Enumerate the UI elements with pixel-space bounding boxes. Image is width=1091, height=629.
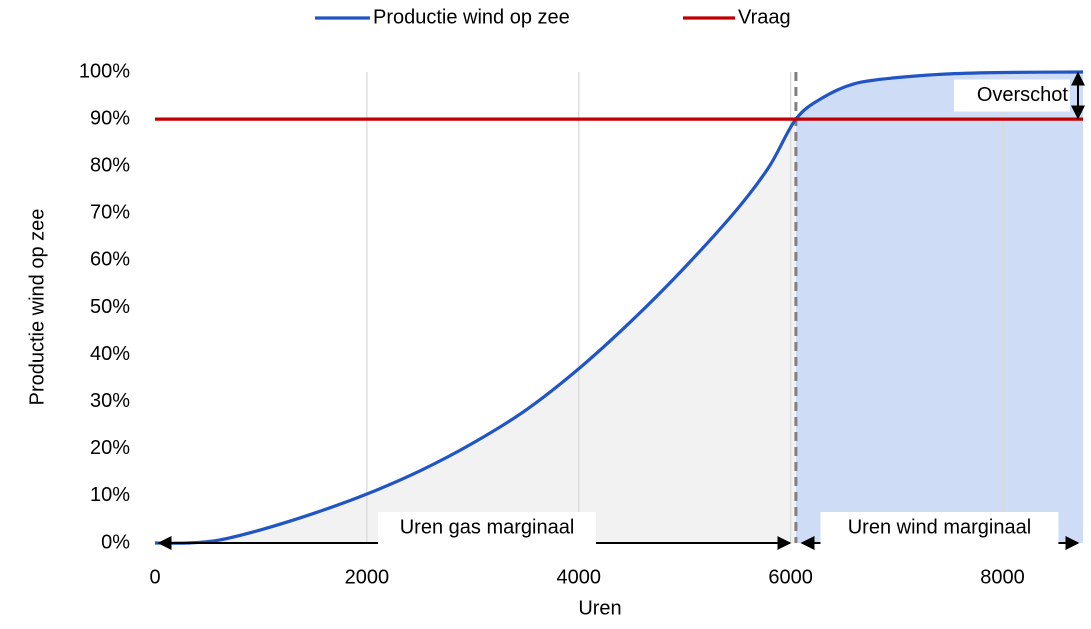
gas-area [155, 119, 796, 544]
series-line [154, 70, 1084, 545]
annotation-text: Uren wind marginaal [848, 516, 1031, 538]
y-tick-label: 0% [101, 531, 130, 553]
annotation-box [378, 512, 596, 544]
legend-label: Vraag [738, 6, 791, 28]
y-tick-label: 60% [90, 249, 130, 271]
y-axis-title: Productie wind op zee [26, 209, 48, 406]
y-tick-label: 70% [90, 202, 130, 224]
wind-area [795, 72, 1083, 543]
x-axis-title: Uren [578, 597, 621, 619]
annotation-text: Uren gas marginaal [400, 516, 575, 538]
y-tick-label: 10% [90, 484, 130, 506]
x-tick-label: 0 [149, 566, 160, 588]
x-tick-label: 4000 [556, 566, 601, 588]
y-tick-label: 30% [90, 390, 130, 412]
y-tick-label: 50% [90, 296, 130, 318]
annotation-text: Overschot [977, 84, 1069, 106]
annotation-box [820, 512, 1059, 544]
y-tick-label: 100% [79, 60, 130, 82]
y-tick-label: 20% [90, 437, 130, 459]
y-tick-label: 80% [90, 154, 130, 176]
legend-label: Productie wind op zee [373, 6, 570, 28]
x-tick-label: 2000 [345, 566, 390, 588]
annotation-box [954, 79, 1070, 112]
x-tick-label: 6000 [768, 566, 813, 588]
y-tick-label: 40% [90, 343, 130, 365]
y-tick-label: 90% [90, 107, 130, 129]
x-tick-label: 8000 [980, 566, 1025, 588]
